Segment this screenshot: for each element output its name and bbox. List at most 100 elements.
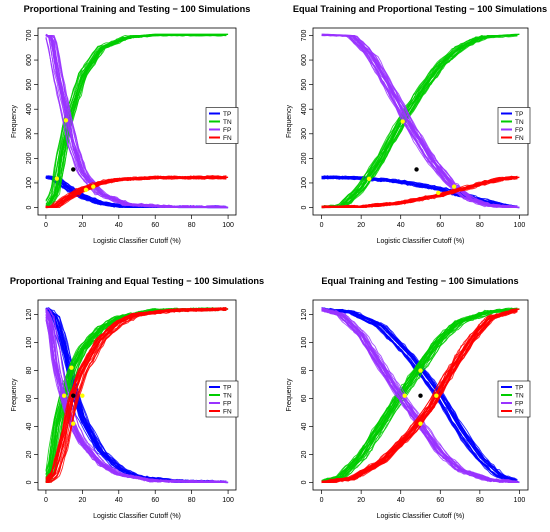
chart-title: Proportional Training and Testing − 100 … xyxy=(24,4,251,14)
series-line-tp xyxy=(321,308,518,482)
y-tick-label: 400 xyxy=(26,103,33,115)
yellow-point xyxy=(436,190,441,195)
series-line-fp xyxy=(45,36,227,208)
series-line-tn xyxy=(321,308,520,484)
y-tick-label: 120 xyxy=(26,309,33,321)
yellow-point xyxy=(451,184,457,189)
legend-label: FN xyxy=(223,408,232,415)
series-line-fn xyxy=(45,176,229,209)
series-line-fn xyxy=(45,308,227,483)
y-tick-label: 20 xyxy=(301,450,308,458)
x-tick-label: 60 xyxy=(436,222,444,229)
y-tick-label: 40 xyxy=(26,422,33,430)
series-line-fn xyxy=(45,176,227,208)
x-tick-label: 80 xyxy=(476,497,484,504)
y-tick-label: 0 xyxy=(301,480,308,484)
legend-label: TP xyxy=(223,384,231,391)
x-tick-label: 0 xyxy=(44,497,48,504)
yellow-point xyxy=(418,368,423,373)
black-point xyxy=(418,393,423,398)
x-tick-label: 20 xyxy=(357,222,365,229)
legend-label: TP xyxy=(515,111,523,118)
x-tick-label: 100 xyxy=(222,497,234,504)
yellow-point xyxy=(69,365,74,370)
chart-title: Equal Training and Testing − 100 Simulat… xyxy=(321,276,518,286)
series-line-fn xyxy=(321,307,518,483)
plot-area xyxy=(45,33,229,209)
series-line-fp xyxy=(45,308,229,484)
legend-label: FN xyxy=(515,408,524,415)
y-axis-label: Frequency xyxy=(286,378,293,412)
y-tick-label: 40 xyxy=(301,422,308,430)
chart-panel-1: Proportional Training and Testing − 100 … xyxy=(11,4,250,245)
chart-panel-4: Equal Training and Testing − 100 Simulat… xyxy=(286,276,531,520)
series-line-fn xyxy=(321,308,520,484)
series-line-tn xyxy=(45,33,229,208)
black-point xyxy=(414,167,419,172)
series-line-fn xyxy=(321,175,518,208)
series-tp xyxy=(321,175,520,209)
plot-area xyxy=(321,33,520,209)
series-line-fn xyxy=(45,177,227,208)
series-line-fp xyxy=(321,310,518,483)
x-tick-label: 80 xyxy=(476,222,484,229)
series-fp xyxy=(45,33,229,209)
series-line-fp xyxy=(321,35,518,208)
x-tick-label: 40 xyxy=(397,497,405,504)
yellow-point xyxy=(71,421,76,426)
series-line-fn xyxy=(321,176,520,209)
chart-title: Proportional Training and Equal Testing … xyxy=(10,276,264,286)
y-tick-label: 200 xyxy=(26,152,33,164)
chart-title: Equal Training and Proportional Testing … xyxy=(293,4,547,14)
black-point xyxy=(71,167,76,172)
series-fn xyxy=(45,307,229,483)
legend-label: FP xyxy=(515,400,523,407)
x-tick-label: 60 xyxy=(151,497,159,504)
series-fp xyxy=(45,307,229,484)
series-line-fp xyxy=(45,33,229,209)
x-tick-label: 60 xyxy=(151,222,159,229)
chart-panel-2: Equal Training and Proportional Testing … xyxy=(286,4,547,245)
legend-label: TN xyxy=(223,119,232,126)
x-tick-label: 20 xyxy=(78,222,86,229)
series-fn xyxy=(321,175,520,209)
y-tick-label: 500 xyxy=(26,79,33,91)
legend-label: TN xyxy=(515,392,524,399)
y-tick-label: 60 xyxy=(26,395,33,403)
legend-label: FP xyxy=(515,127,523,134)
x-tick-label: 80 xyxy=(188,222,196,229)
y-tick-label: 100 xyxy=(301,337,308,349)
y-tick-label: 300 xyxy=(301,128,308,140)
legend-label: TN xyxy=(515,119,524,126)
x-tick-label: 0 xyxy=(320,222,324,229)
y-axis-label: Frequency xyxy=(11,378,18,412)
plot-area xyxy=(45,307,229,484)
y-tick-label: 100 xyxy=(26,337,33,349)
series-line-fn xyxy=(45,308,229,483)
legend-label: FP xyxy=(223,127,231,134)
y-tick-label: 600 xyxy=(26,54,33,66)
y-tick-label: 200 xyxy=(301,152,308,164)
y-tick-label: 80 xyxy=(26,367,33,375)
x-tick-label: 40 xyxy=(397,222,405,229)
y-tick-label: 60 xyxy=(301,395,308,403)
series-tn xyxy=(321,33,520,209)
x-axis-label: Logistic Classifier Cutoff (%) xyxy=(93,513,181,520)
y-tick-label: 80 xyxy=(301,367,308,375)
y-tick-label: 700 xyxy=(301,30,308,42)
legend-label: TP xyxy=(515,384,523,391)
y-tick-label: 0 xyxy=(26,480,33,484)
yellow-point xyxy=(402,393,407,398)
x-axis-label: Logistic Classifier Cutoff (%) xyxy=(93,238,181,245)
series-line-fp xyxy=(321,35,518,208)
yellow-point xyxy=(91,184,96,189)
x-axis-label: Logistic Classifier Cutoff (%) xyxy=(377,238,465,245)
legend-label: FN xyxy=(515,135,524,142)
x-axis-label: Logistic Classifier Cutoff (%) xyxy=(377,513,465,520)
yellow-point xyxy=(366,176,372,181)
y-tick-label: 300 xyxy=(26,128,33,140)
series-tn xyxy=(45,33,229,208)
